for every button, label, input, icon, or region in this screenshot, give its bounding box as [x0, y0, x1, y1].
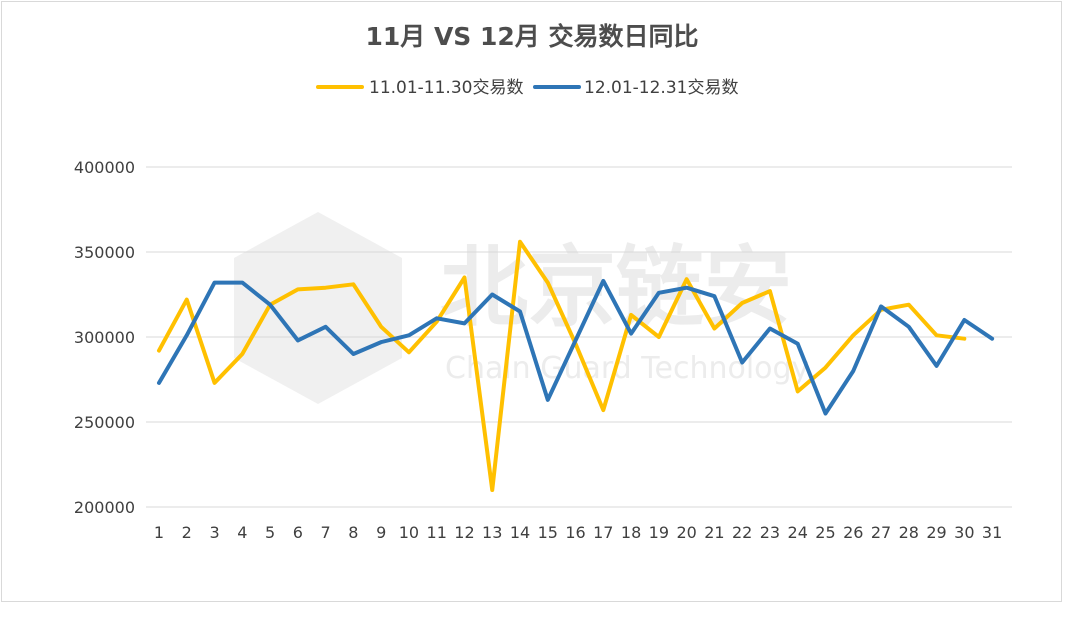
x-tick-label: 5	[265, 523, 275, 542]
x-tick-label: 13	[482, 523, 502, 542]
y-axis-ticks: 200000 250000 300000 350000 400000	[74, 158, 135, 517]
x-tick-label: 6	[293, 523, 303, 542]
x-tick-label: 21	[704, 523, 724, 542]
y-tick-label: 400000	[74, 158, 135, 177]
x-tick-label: 11	[427, 523, 447, 542]
y-tick-label: 350000	[74, 243, 135, 262]
x-tick-label: 18	[621, 523, 641, 542]
legend: 11.01-11.30交易数 12.01-12.31交易数	[316, 78, 738, 98]
x-tick-label: 31	[982, 523, 1002, 542]
x-tick-label: 4	[237, 523, 247, 542]
x-tick-label: 30	[954, 523, 974, 542]
x-tick-label: 22	[732, 523, 752, 542]
x-tick-label: 10	[399, 523, 419, 542]
x-tick-label: 2	[182, 523, 192, 542]
chart-title: 11月 VS 12月 交易数日同比	[365, 22, 698, 51]
x-tick-label: 3	[209, 523, 219, 542]
x-tick-label: 28	[899, 523, 919, 542]
x-tick-label: 20	[676, 523, 696, 542]
series-line-nov	[157, 239, 967, 492]
x-tick-label: 24	[788, 523, 808, 542]
watermark-sub-text: Chain Guard Technology	[445, 351, 809, 386]
watermark-logo-icon	[234, 212, 402, 404]
x-tick-label: 8	[348, 523, 358, 542]
watermark-brand-text: 北京链安	[440, 236, 792, 339]
x-tick-label: 17	[593, 523, 613, 542]
x-tick-label: 23	[760, 523, 780, 542]
series-lines	[157, 239, 995, 492]
x-tick-label: 27	[871, 523, 891, 542]
legend-label-nov: 11.01-11.30交易数	[369, 78, 523, 98]
x-tick-label: 16	[565, 523, 585, 542]
x-tick-label: 1	[154, 523, 164, 542]
x-tick-label: 19	[649, 523, 669, 542]
y-tick-label: 250000	[74, 413, 135, 432]
series-line-dec	[157, 278, 995, 416]
y-tick-label: 300000	[74, 328, 135, 347]
x-tick-label: 15	[538, 523, 558, 542]
x-tick-label: 29	[926, 523, 946, 542]
x-axis-ticks: 1 2 3 4 5 6 7 8 9 10 11 12 13 14 15 16 17 18 19 20 21 22 23 24 2…	[154, 523, 1002, 542]
chart-frame	[1, 1, 1062, 602]
x-tick-label: 26	[843, 523, 863, 542]
x-tick-label: 9	[376, 523, 386, 542]
x-tick-label: 12	[454, 523, 474, 542]
y-tick-label: 200000	[74, 498, 135, 517]
x-tick-label: 14	[510, 523, 530, 542]
legend-label-dec: 12.01-12.31交易数	[584, 78, 738, 98]
x-tick-label: 7	[321, 523, 331, 542]
x-tick-label: 25	[815, 523, 835, 542]
